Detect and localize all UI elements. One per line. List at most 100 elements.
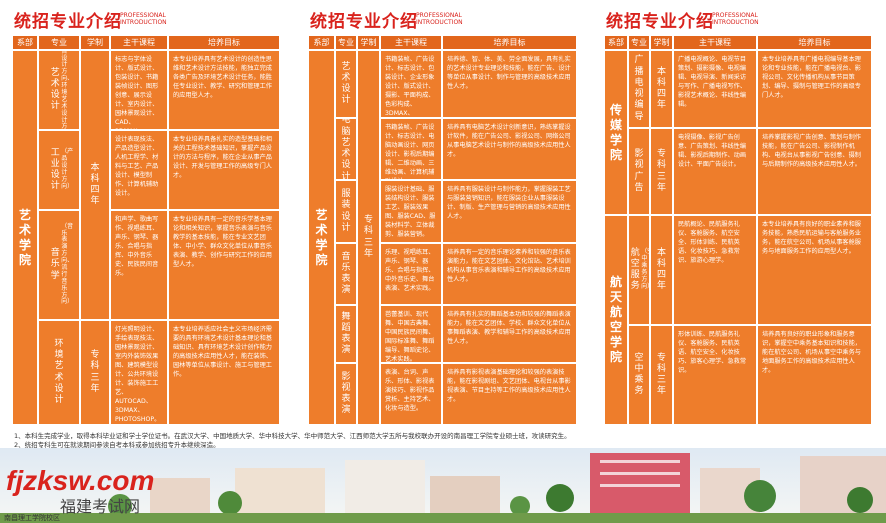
major-cell: 航空服务（空中乘务方向） [628, 215, 650, 325]
major-cell: 环境艺术设计 [38, 320, 80, 425]
major-name: 音乐表演 [341, 251, 351, 296]
department-name: 传媒学院 [609, 102, 622, 162]
major-cell: 电脑艺术设计 [335, 118, 357, 180]
department-cell: 艺术学院 [308, 50, 335, 425]
goals-cell: 本专业培养具备扎实的造型基础和相关的工程技术基础知识，掌握产品设计的方法与程序，… [168, 130, 280, 210]
major-cell: 影视广告 [628, 128, 650, 215]
major-name: 艺术设计 [50, 67, 60, 112]
major-name: 舞蹈表演 [341, 311, 351, 356]
duration-cell: 本科 四年 [80, 50, 110, 320]
goals-cell: 培养具有良好的职业形象和服务意识，掌握空中乘务基本知识和技能，能在航空公司、机场… [757, 325, 872, 425]
title: 统招专业介绍 [606, 12, 714, 32]
watermark: fjzksw.com [6, 465, 154, 496]
department-name: 艺术学院 [315, 207, 328, 267]
column-header: 系部 [308, 35, 335, 50]
column-header: 系部 [12, 35, 38, 50]
courses-cell: 民航概论、民航服务礼仪、客舱服务、航空安全、形体训练、民航英语、化妆技巧、急救常… [673, 215, 757, 325]
courses-cell: 灯光照明设计、手绘表现技法、园林景观设计、室内外装饰效果图、建筑模型设计、公共环… [110, 320, 168, 425]
column-header: 学制 [357, 35, 380, 50]
major-name: 影视广告 [634, 149, 644, 193]
major-direction: （广告设计方向、环境艺术设计方向） [61, 50, 74, 130]
duration: 本科 四年 [90, 162, 100, 207]
department-cell: 航天航空学院 [604, 215, 628, 425]
duration: 专科 三年 [90, 350, 100, 394]
major-name: 航空服务 [630, 247, 640, 292]
duration: 专科 三年 [363, 215, 373, 259]
major-name: 音乐学 [50, 248, 60, 281]
major-cell: 广播电视编导 [628, 50, 650, 128]
major-name: 服装设计 [341, 189, 351, 233]
courses-cell: 芭蕾基训、现代舞、中国古典舞、中国民族民间舞、国际标准舞、舞蹈编导、舞蹈史论、艺… [380, 305, 442, 363]
major-name: 艺术设计 [341, 61, 351, 106]
department-name: 航天航空学院 [609, 275, 622, 364]
major-cell: 影视表演 [335, 363, 357, 425]
major-cell: 音乐学 （音乐表演方向、流行音乐方向） [38, 210, 80, 320]
duration: 本科 四年 [656, 66, 666, 111]
campus-photo: fjzksw.com 福建考试网 南昌理工学院校区 [0, 448, 886, 523]
goals-cell: 本专业培养具有艺术设计的创造性思维和艺术设计方法技能，能独立完成各类广告及环境艺… [168, 50, 280, 130]
footnote: 1、本科生完成学业，取得本科毕业证和学士学位证书。在武汉大学、中国地质大学、华中… [14, 432, 571, 440]
column-header: 主干课程 [380, 35, 442, 50]
major-cell: 舞蹈表演 [335, 305, 357, 363]
goals-cell: 培养具有影视表演基础理论和较强的表演技能，能在影视剧组、文艺团体、电视台从事影视… [442, 363, 577, 425]
duration-cell: 专科 三年 [650, 128, 673, 215]
goals-cell: 培养具有扎实的舞蹈基本功和较强的舞蹈表演能力，能在文艺团体、学校、群众文化单位从… [442, 305, 577, 363]
title-en: PROFESSIONAL [712, 12, 758, 19]
column-header: 专业 [335, 35, 357, 50]
duration-cell: 专科 三年 [650, 325, 673, 425]
courses-cell: 表演、台词、声乐、形体、影视表演技巧、影视作品赏析、主持艺术、化妆与造型。 [380, 363, 442, 425]
title-en: INTRODUCTION [712, 19, 759, 26]
major-cell: 音乐表演 [335, 243, 357, 305]
major-name: 影视表演 [341, 371, 351, 416]
courses-cell: 电视摄像、影视广告创意、广告策划、非线性编辑、影视后期制作、动画设计、平面广告设… [673, 128, 757, 215]
footnote: 2、统招专科生可在就读期间参读自考本科或参加统招专升本继续深造。 [14, 441, 220, 449]
duration: 专科 三年 [656, 352, 666, 397]
major-name: 广播电视编导 [634, 55, 644, 122]
column-header: 主干课程 [110, 35, 168, 50]
photo-caption: 南昌理工学院校区 [4, 513, 60, 522]
column-header: 专业 [38, 35, 80, 50]
goals-cell: 培养掌握影视广告创意、策划与制作技能，能在广告公司、影视制作机构、电视台从事影视… [757, 128, 872, 215]
department-name: 艺术学院 [18, 207, 31, 267]
goals-cell: 本专业培养具有良好的职业素养和服务技能，熟悉民航运输与客舱服务业务，能在航空公司… [757, 215, 872, 325]
duration-cell: 本科 四年 [650, 50, 673, 128]
title-en: INTRODUCTION [120, 19, 167, 26]
courses-cell: 服装设计基础、服装结构设计、服装工艺、服装效果图、服装CAD、服装材料学、立体裁… [380, 180, 442, 243]
column-header: 主干课程 [673, 35, 757, 50]
column-header: 系部 [604, 35, 628, 50]
courses-cell: 书籍装帧、广告设计、标志设计、包装设计、企业形象设计、版式设计、摄影、平面构成、… [380, 50, 442, 118]
goals-cell: 培养德、智、体、美、劳全面发展，具有扎实的艺术设计专业理论和技能，能在广告、设计… [442, 50, 577, 118]
title-en: PROFESSIONAL [120, 12, 166, 19]
column-header: 学制 [80, 35, 110, 50]
goals-cell: 本专业培养具有一定的音乐学基本理论和相关知识，掌握音乐表演与音乐教学的基本技能，… [168, 210, 280, 320]
title-en: PROFESSIONAL [416, 12, 462, 19]
major-cell: 工业设计 （产品设计方向） [38, 130, 80, 210]
department-cell: 艺术学院 [12, 50, 38, 425]
major-name: 电脑艺术设计 [341, 118, 351, 180]
title: 统招专业介绍 [310, 12, 418, 32]
major-cell: 空中乘务 [628, 325, 650, 425]
major-name: 环境艺术设计 [54, 338, 64, 405]
department-cell: 传媒学院 [604, 50, 628, 215]
goals-cell: 本专业培养具有广播电视编导基本理论和专业技能，能在广播电视台、影视公司、文化传播… [757, 50, 872, 128]
major-direction: （产品设计方向） [61, 148, 74, 190]
goals-cell: 培养具有一定的音乐理论素养和较强的音乐表演能力，能在文艺团体、文化馆站、艺术培训… [442, 243, 577, 305]
major-cell: 艺术设计（广告设计方向、环境艺术设计方向） [38, 50, 80, 130]
column-header: 培养目标 [168, 35, 280, 50]
courses-cell: 标志与字体设计、版式设计、包装设计、书籍装帧设计、图形创意、展示设计、室内设计、… [110, 50, 168, 130]
major-cell: 服装设计 [335, 180, 357, 243]
duration: 专科 三年 [656, 149, 666, 193]
major-name: 空中乘务 [634, 352, 644, 397]
goals-cell: 培养具有服装设计与制作能力，掌握服装工艺与服装营销知识，能在服装企业从事服装设计… [442, 180, 577, 243]
courses-cell: 乐理、视唱练耳、声乐、钢琴、器乐、合唱与指挥、中外音乐史、舞台表演、艺术实践。 [380, 243, 442, 305]
courses-cell: 书籍装帧、广告设计、标志设计、电脑动画设计、网页设计、影视后期编辑、二维动画、三… [380, 118, 442, 180]
goals-cell: 培养具有电脑艺术设计创新意识，熟练掌握设计软件，能在广告公司、影视公司、网络公司… [442, 118, 577, 180]
major-cell: 艺术设计 [335, 50, 357, 118]
major-direction: （音乐表演方向、流行音乐方向） [61, 222, 74, 306]
column-header: 培养目标 [757, 35, 872, 50]
title: 统招专业介绍 [14, 12, 122, 32]
courses-cell: 形体训练、民航服务礼仪、客舱服务、民航英语、航空安全、化妆技巧、旅客心理学、急救… [673, 325, 757, 425]
duration-cell: 专科 三年 [357, 50, 380, 425]
major-name: 工业设计 [50, 147, 60, 192]
duration-cell: 本科 四年 [650, 215, 673, 325]
